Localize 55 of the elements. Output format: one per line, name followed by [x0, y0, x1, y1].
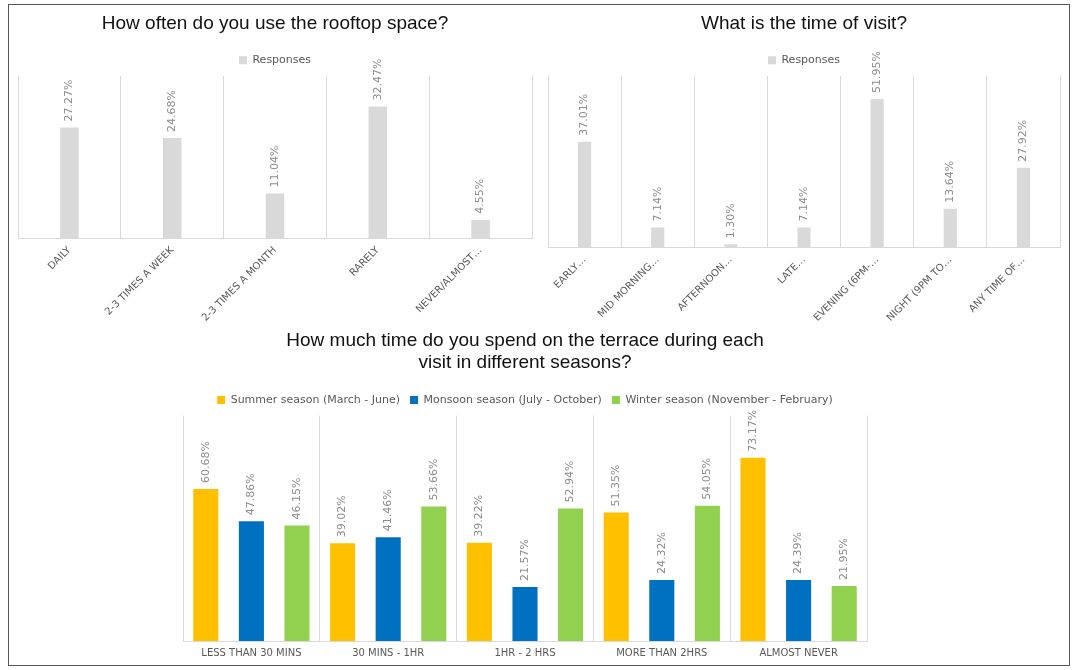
data-label: 27.27%: [62, 79, 76, 122]
legend-label: Winter season (November - February): [625, 392, 833, 406]
bar: [694, 505, 720, 641]
data-label: 39.02%: [335, 495, 349, 538]
data-label: 7.14%: [796, 186, 810, 222]
bar: [831, 586, 857, 641]
data-label: 73.17%: [745, 409, 759, 452]
x-tick-label: LESS THAN 30 MINS: [201, 646, 302, 658]
data-label: 21.95%: [837, 538, 851, 581]
x-tick-label: MORE THAN 2HRS: [616, 646, 708, 658]
data-label: 27.92%: [1016, 119, 1030, 162]
bar: [603, 512, 629, 641]
data-label: 52.94%: [563, 460, 577, 503]
bar: [375, 537, 401, 641]
data-label: 11.04%: [267, 145, 281, 188]
x-tick-label: 30 MINS - 1HR: [352, 646, 425, 658]
data-label: 51.95%: [870, 50, 883, 93]
data-label: 24.32%: [654, 532, 668, 575]
data-label: 39.22%: [472, 494, 486, 537]
data-label: 51.35%: [609, 464, 623, 507]
chart-title: How often do you use the rooftop space?: [101, 11, 449, 33]
data-label: 21.57%: [517, 539, 531, 581]
bar: [421, 506, 447, 641]
x-tick-label: 1HR - 2 HRS: [494, 646, 556, 658]
data-label: 1.30%: [723, 203, 737, 239]
legend-label: Monsoon season (July - October): [423, 392, 602, 406]
data-label: 54.05%: [700, 457, 714, 500]
bar: [786, 579, 812, 641]
legend-label: Summer season (March - June): [230, 392, 401, 406]
bar: [649, 580, 675, 641]
bar: [193, 489, 219, 641]
bar: [512, 586, 538, 641]
data-label: 46.15%: [289, 477, 303, 520]
bar: [558, 508, 584, 641]
bar: [330, 543, 356, 641]
data-label: 24.68%: [165, 90, 179, 133]
bar: [238, 521, 264, 641]
data-label: 37.01%: [577, 93, 591, 136]
legend-label: Responses: [781, 53, 841, 67]
data-label: 41.46%: [381, 489, 395, 532]
bar: [466, 542, 492, 641]
data-label: 60.68%: [198, 441, 212, 484]
data-label: 13.64%: [943, 160, 957, 203]
legend-label: Responses: [252, 53, 312, 67]
bar: [740, 457, 766, 641]
data-label: 47.86%: [244, 473, 258, 516]
data-label: 7.14%: [650, 186, 664, 222]
chart-title: What is the time of visit?: [701, 11, 907, 33]
data-label: 53.66%: [426, 458, 440, 501]
x-tick-label: ALMOST NEVER: [759, 646, 838, 658]
bar: [284, 525, 310, 641]
data-label: 32.47%: [370, 58, 384, 101]
data-label: 24.39%: [791, 531, 805, 574]
chart-title: How much time do you spend on the terrace during each visit in different seasons?: [286, 328, 764, 373]
data-label: 4.55%: [473, 178, 487, 214]
